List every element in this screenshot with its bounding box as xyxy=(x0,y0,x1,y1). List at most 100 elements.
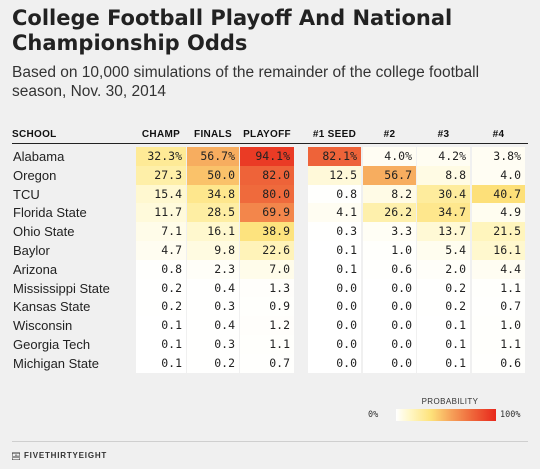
heatmap-cell: 4.0% xyxy=(363,147,416,166)
column-header: FINALS xyxy=(194,129,232,140)
heatmap-cell: 38.9 xyxy=(240,222,294,242)
heatmap-cell: 21.5 xyxy=(472,222,525,242)
heatmap-cell: 0.2 xyxy=(417,297,470,317)
heatmap-cell: 28.5 xyxy=(187,203,239,223)
heatmap-cell: 0.0 xyxy=(363,335,416,354)
heatmap-cell: 1.3 xyxy=(240,278,294,298)
row-label: Alabama xyxy=(13,149,65,164)
heatmap-cell: 15.4 xyxy=(136,184,186,204)
heatmap-cell: 34.7 xyxy=(417,203,470,223)
heatmap-cell: 0.4 xyxy=(187,278,239,298)
heatmap-cell: 0.0 xyxy=(308,278,361,298)
heatmap-cell: 0.1 xyxy=(308,241,361,260)
heatmap-cell: 82.0 xyxy=(240,165,294,185)
heatmap-cell: 0.0 xyxy=(363,316,416,336)
heatmap-cell: 0.0 xyxy=(308,353,361,373)
legend-title: PROBABILITY xyxy=(421,397,479,406)
legend-low-label: 0% xyxy=(368,410,379,420)
heatmap-cell: 0.1 xyxy=(417,316,470,336)
row-label: Oregon xyxy=(13,167,57,183)
heatmap-cell: 4.0 xyxy=(472,165,525,185)
row-label: Wisconsin xyxy=(13,318,73,334)
heatmap-cell: 1.0 xyxy=(472,316,525,336)
heatmap-cell: 27.3 xyxy=(136,165,186,185)
heatmap-cell: 16.1 xyxy=(472,241,525,260)
heatmap-cell: 0.0 xyxy=(308,297,361,317)
heatmap-cell: 94.1% xyxy=(240,147,294,166)
heatmap-cell: 82.1% xyxy=(308,147,361,166)
heatmap-cell: 7.0 xyxy=(240,259,294,279)
heatmap-cell: 0.1 xyxy=(417,353,470,373)
heatmap-cell: 4.7 xyxy=(136,241,186,260)
heatmap-cell: 1.2 xyxy=(240,316,294,336)
heatmap-cell: 0.1 xyxy=(136,335,186,354)
heatmap-cell: 0.3 xyxy=(187,335,239,354)
row-label: Michigan State xyxy=(13,355,99,371)
heatmap-cell: 50.0 xyxy=(187,165,239,185)
heatmap-cell: 13.7 xyxy=(417,222,470,242)
heatmap-cell: 0.1 xyxy=(136,316,186,336)
heatmap-cell: 8.8 xyxy=(417,165,470,185)
heatmap-cell: 34.8 xyxy=(187,184,239,204)
heatmap-cell: 80.0 xyxy=(240,184,294,204)
footer-brand: FIVETHIRTYEIGHT xyxy=(24,451,108,460)
heatmap-cell: 0.7 xyxy=(472,297,525,317)
heatmap-cell: 1.1 xyxy=(240,335,294,354)
heatmap-cell: 0.6 xyxy=(472,353,525,373)
column-header: #4 xyxy=(492,129,505,140)
column-header: #1 SEED xyxy=(312,129,357,140)
heatmap-cell: 56.7% xyxy=(187,147,239,166)
heatmap-cell: 4.2% xyxy=(417,147,470,166)
legend-gradient xyxy=(396,409,496,421)
fivethirtyeight-logo-icon xyxy=(12,452,20,460)
heatmap-cell: 0.1 xyxy=(417,335,470,354)
header-divider xyxy=(12,143,528,144)
row-label: Arizona xyxy=(13,261,58,277)
heatmap-cell: 0.1 xyxy=(308,259,361,279)
heatmap-cell: 1.1 xyxy=(472,278,525,298)
heatmap-cell: 0.2 xyxy=(187,353,239,373)
heatmap-cell: 3.8% xyxy=(472,147,525,166)
heatmap-cell: 0.8 xyxy=(308,184,361,204)
row-label: Kansas State xyxy=(13,299,91,315)
heatmap-cell: 0.0 xyxy=(308,335,361,354)
heatmap-cell: 30.4 xyxy=(417,184,470,204)
row-label: Baylor xyxy=(13,243,50,258)
heatmap-cell: 0.3 xyxy=(308,222,361,242)
row-label: Ohio State xyxy=(13,224,75,240)
column-header: CHAMP xyxy=(141,129,181,140)
heatmap-cell: 1.1 xyxy=(472,335,525,354)
heatmap-cell: 22.6 xyxy=(240,241,294,260)
heatmap-cell: 11.7 xyxy=(136,203,186,223)
heatmap-cell: 69.9 xyxy=(240,203,294,223)
heatmap-cell: 0.4 xyxy=(187,316,239,336)
heatmap-cell: 0.2 xyxy=(417,278,470,298)
heatmap-cell: 26.2 xyxy=(363,203,416,223)
chart-title: College Football Playoff And National Ch… xyxy=(12,6,453,55)
heatmap-cell: 4.1 xyxy=(308,203,361,223)
heatmap-cell: 4.4 xyxy=(472,259,525,279)
heatmap-cell: 5.4 xyxy=(417,241,470,260)
heatmap-cell: 12.5 xyxy=(308,165,361,185)
column-header: PLAYOFF xyxy=(243,129,291,140)
row-label: Georgia Tech xyxy=(13,337,91,352)
legend-high-label: 100% xyxy=(500,410,521,420)
column-header: #2 xyxy=(383,129,396,140)
heatmap-cell: 0.0 xyxy=(363,278,416,298)
heatmap-cell: 0.1 xyxy=(136,353,186,373)
heatmap-cell: 8.2 xyxy=(363,184,416,204)
heatmap-cell: 0.0 xyxy=(363,297,416,317)
heatmap-cell: 3.3 xyxy=(363,222,416,242)
row-label: Mississippi State xyxy=(13,280,110,296)
heatmap-cell: 0.2 xyxy=(136,278,186,298)
heatmap-cell: 0.0 xyxy=(308,316,361,336)
heatmap-cell: 4.9 xyxy=(472,203,525,223)
footer-divider xyxy=(12,441,528,442)
heatmap-cell: 0.2 xyxy=(136,297,186,317)
heatmap-cell: 0.9 xyxy=(240,297,294,317)
heatmap-cell: 56.7 xyxy=(363,165,416,185)
heatmap-cell: 0.7 xyxy=(240,353,294,373)
column-header: SCHOOL xyxy=(12,129,57,140)
chart-subtitle: Based on 10,000 simulations of the remai… xyxy=(12,64,480,100)
heatmap-cell: 9.8 xyxy=(187,241,239,260)
